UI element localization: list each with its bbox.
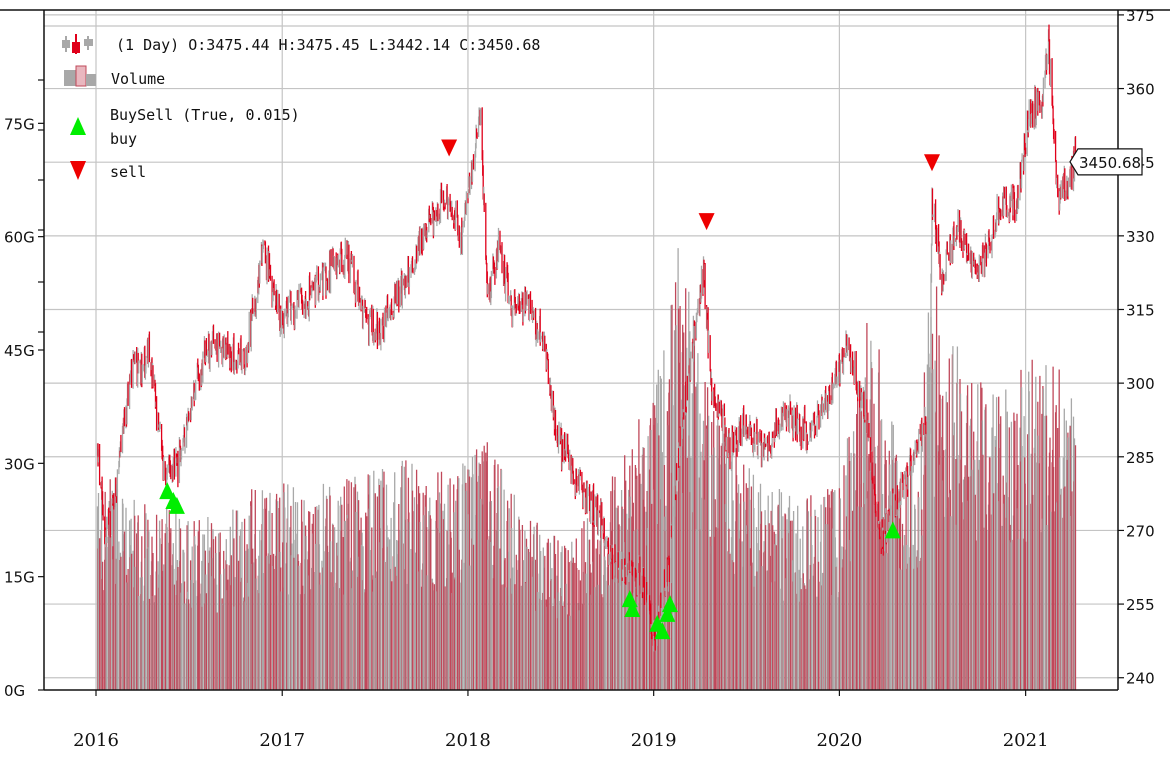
candle-icon <box>62 34 93 54</box>
buy-marker <box>168 496 185 514</box>
buy-marker <box>659 604 676 622</box>
volume-tick-label: 45G <box>4 342 35 360</box>
sell-marker <box>924 154 941 172</box>
legend-buysell-label: BuySell (True, 0.015) <box>110 106 300 124</box>
legend: (1 Day) O:3475.44 H:3475.45 L:3442.14 C:… <box>62 34 540 181</box>
legend-ohlc-label: (1 Day) O:3475.44 H:3475.45 L:3442.14 C:… <box>116 36 540 54</box>
x-tick-label: 2021 <box>1003 730 1049 751</box>
price-tick-label: 285 <box>1126 449 1155 467</box>
sell-marker <box>441 139 458 157</box>
price-tick-label: 330 <box>1126 228 1155 246</box>
buy-marker <box>884 521 901 539</box>
last-price-text: 3450.68 <box>1079 154 1141 172</box>
volume-tick-label: 15G <box>4 569 35 587</box>
buy-marker <box>624 599 641 617</box>
volume-bars <box>96 248 1077 690</box>
x-tick-label: 2018 <box>445 730 491 751</box>
price-tick-label: 375 <box>1126 7 1155 25</box>
price-candles <box>96 24 1077 652</box>
sell-triangle-icon <box>70 161 86 180</box>
price-tick-label: 270 <box>1126 522 1155 540</box>
buy-marker <box>654 622 671 640</box>
price-tick-label: 255 <box>1126 596 1155 614</box>
last-price-label: 3450.68 <box>1069 148 1143 176</box>
legend-buy-label: buy <box>110 130 137 148</box>
volume-tick-label: 75G <box>4 115 35 133</box>
x-tick-label: 2016 <box>73 730 119 751</box>
volume-tick-label: 30G <box>4 455 35 473</box>
legend-volume-label: Volume <box>111 70 165 88</box>
price-tick-label: 240 <box>1126 670 1155 688</box>
legend-sell-label: sell <box>110 163 146 181</box>
price-tick-label: 360 <box>1126 81 1155 99</box>
volume-tick-label: 60G <box>4 229 35 247</box>
buy-marker <box>621 590 638 608</box>
buy-marker <box>159 482 176 500</box>
buy-marker <box>661 595 678 613</box>
buy-triangle-icon <box>70 117 86 135</box>
x-tick-label: 2017 <box>259 730 305 751</box>
price-tick-label: 300 <box>1126 375 1155 393</box>
x-tick-label: 2020 <box>816 730 862 751</box>
volume-bar-icon <box>64 65 96 87</box>
axes: 37536034533031530028527025524075G60G45G3… <box>0 7 1170 751</box>
last-price-box <box>1069 148 1143 176</box>
signal-markers <box>159 139 941 640</box>
sell-marker <box>698 213 715 231</box>
volume-tick-label: 0G <box>4 682 25 700</box>
price-tick-label: 315 <box>1126 301 1155 319</box>
x-tick-label: 2019 <box>631 730 677 751</box>
